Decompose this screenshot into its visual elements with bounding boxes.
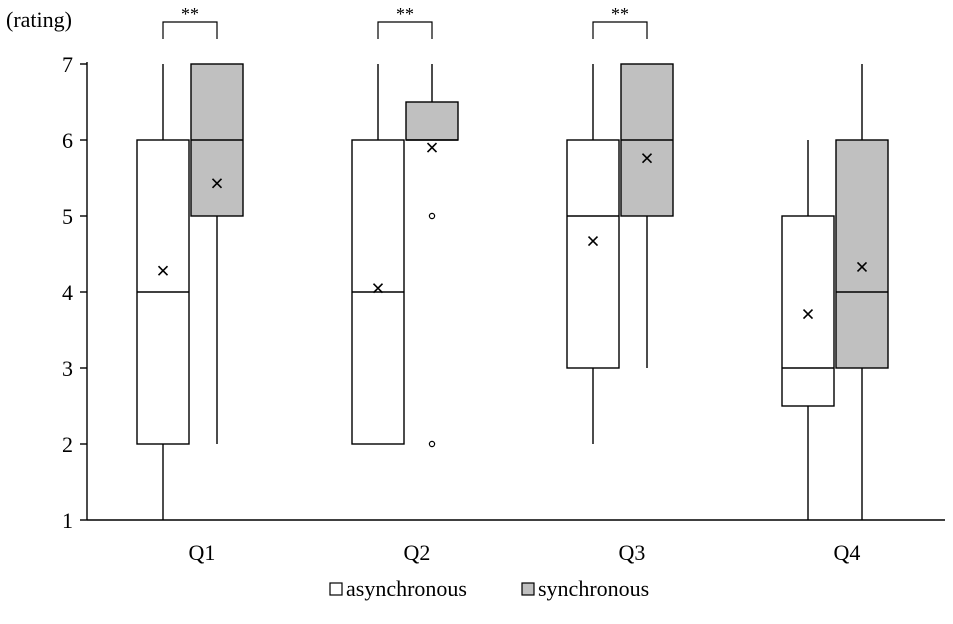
box-synchronous-Q2 bbox=[405, 64, 459, 448]
y-tick-label-2: 2 bbox=[62, 432, 73, 457]
iqr-box bbox=[835, 139, 889, 369]
mean-marker bbox=[856, 261, 868, 272]
iqr-box bbox=[405, 101, 459, 141]
legend: asynchronous synchronous bbox=[329, 576, 649, 601]
box-asynchronous-Q1 bbox=[136, 64, 190, 520]
boxes bbox=[136, 63, 889, 520]
box-asynchronous-Q3 bbox=[566, 64, 620, 444]
legend-label: asynchronous bbox=[346, 576, 467, 601]
mean-marker bbox=[426, 142, 438, 153]
legend-item-asynchronous: asynchronous bbox=[329, 576, 467, 601]
x-tick-label-Q1: Q1 bbox=[189, 540, 216, 565]
box-synchronous-Q3 bbox=[620, 63, 674, 368]
mean-marker bbox=[802, 308, 814, 320]
mean-marker bbox=[641, 153, 653, 164]
mean-marker bbox=[157, 265, 169, 276]
x-tick-label-Q4: Q4 bbox=[834, 540, 861, 565]
outlier-point bbox=[428, 212, 436, 220]
axes: 1 2 3 4 5 6 7 (rating) Q1 Q2 Q3 Q4 bbox=[6, 7, 945, 565]
significance-bracket bbox=[162, 21, 218, 39]
iqr-box bbox=[781, 215, 835, 407]
significance-label: ** bbox=[181, 4, 199, 24]
y-tick-label-4: 4 bbox=[62, 280, 73, 305]
iqr-box bbox=[566, 139, 620, 369]
significance-bracket bbox=[377, 21, 433, 39]
legend-swatch bbox=[329, 582, 343, 596]
significance-Q2: ** bbox=[377, 4, 433, 39]
y-tick-label-1: 1 bbox=[62, 508, 73, 533]
box-synchronous-Q1 bbox=[190, 63, 244, 444]
outlier-point bbox=[428, 440, 436, 448]
significance-label: ** bbox=[611, 4, 629, 24]
significance-Q3: ** bbox=[592, 4, 648, 39]
significance-bracket bbox=[592, 21, 648, 39]
y-tick-label-6: 6 bbox=[62, 128, 73, 153]
x-tick-label-Q3: Q3 bbox=[619, 540, 646, 565]
box-asynchronous-Q2 bbox=[351, 64, 405, 445]
legend-swatch bbox=[521, 582, 535, 596]
significance-label: ** bbox=[396, 4, 414, 24]
significance-Q1: ** bbox=[162, 4, 218, 39]
y-axis-title: (rating) bbox=[6, 7, 72, 32]
mean-marker bbox=[587, 236, 599, 247]
x-tick-label-Q2: Q2 bbox=[404, 540, 431, 565]
legend-item-synchronous: synchronous bbox=[521, 576, 649, 601]
box-asynchronous-Q4 bbox=[781, 140, 835, 520]
mean-marker bbox=[211, 178, 223, 189]
y-tick-label-5: 5 bbox=[62, 204, 73, 229]
significance-brackets: ** ** ** bbox=[162, 4, 648, 39]
legend-label: synchronous bbox=[538, 576, 649, 601]
mean-marker bbox=[372, 283, 384, 294]
box-synchronous-Q4 bbox=[835, 64, 889, 520]
y-tick-label-7: 7 bbox=[62, 52, 73, 77]
y-tick-label-3: 3 bbox=[62, 356, 73, 381]
